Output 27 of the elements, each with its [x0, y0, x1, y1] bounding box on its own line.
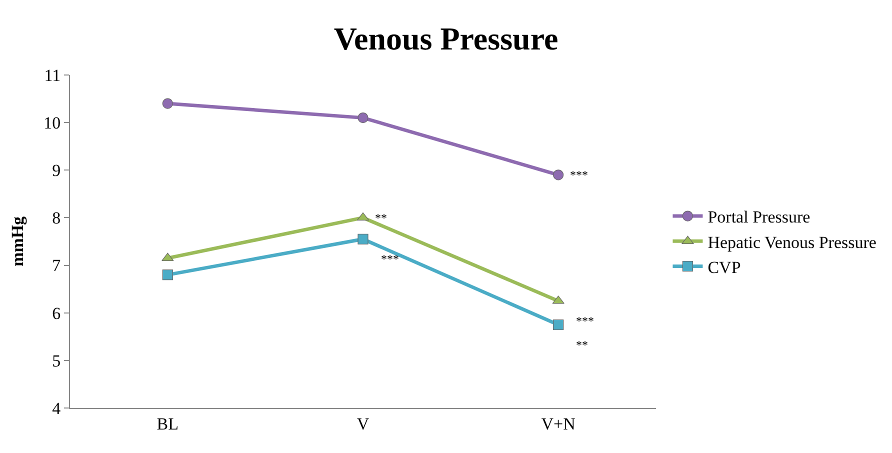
point [162, 270, 173, 280]
y-tick-label: 5 [52, 351, 61, 370]
point [358, 234, 368, 244]
x-tick-label: V [356, 414, 370, 434]
annotation: ** [375, 211, 387, 225]
annotation: *** [570, 168, 588, 182]
y-tick-label: 10 [44, 114, 61, 133]
y-tick-label: 9 [52, 161, 61, 180]
y-tick-label: 11 [44, 66, 61, 85]
y-tick-label: 7 [52, 256, 62, 276]
chart-title: Venous Pressure [334, 20, 558, 57]
y-tick-label: 8 [52, 208, 61, 228]
x-tick-label: V+N [541, 414, 576, 434]
legend-label: Hepatic Venous Pressure [708, 232, 876, 252]
point [553, 319, 564, 330]
point [162, 98, 173, 109]
legend-label: Portal Pressure [708, 208, 810, 227]
y-axis-title: mmHg [8, 216, 28, 267]
annotation: *** [381, 252, 399, 266]
x-tick-label: BL [156, 414, 179, 434]
legend-label: CVP [708, 258, 741, 277]
annotation: ** [576, 338, 588, 352]
annotation: *** [576, 314, 594, 328]
y-tick-label: 6 [52, 304, 61, 323]
point [553, 170, 564, 180]
point [358, 112, 368, 124]
y-tick-label: 4 [52, 398, 62, 418]
